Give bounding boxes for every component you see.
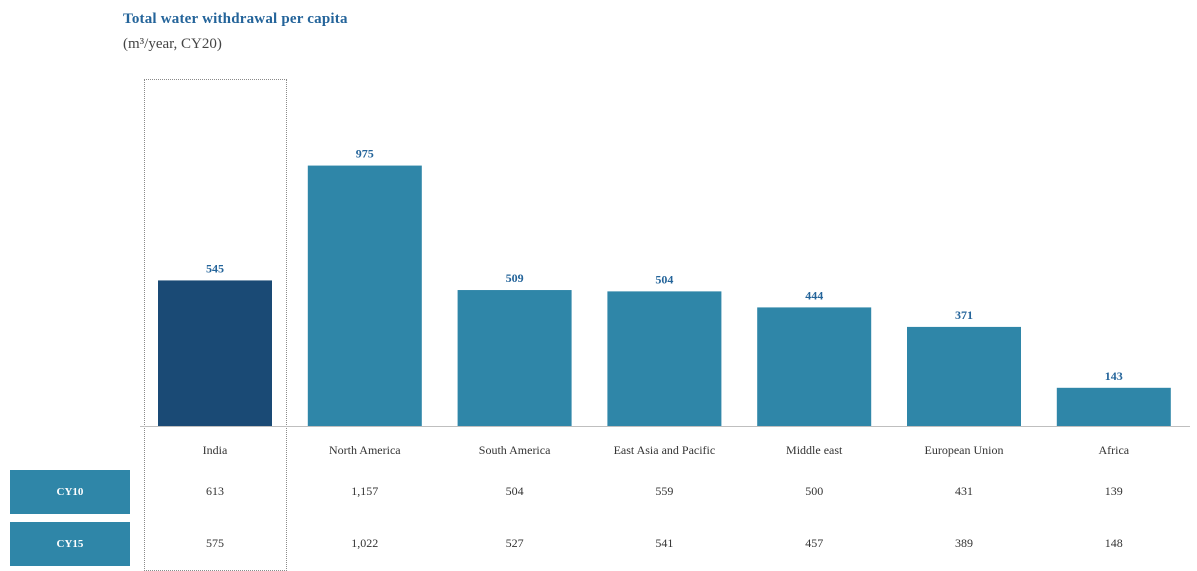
data-label-1: 975 bbox=[356, 147, 374, 161]
bar-chart: 545 India 975 North America 509 South America… bbox=[140, 147, 1190, 457]
category-label-0: India bbox=[203, 443, 228, 457]
table-cell: 389 bbox=[955, 536, 973, 550]
category-label-3: East Asia and Pacific bbox=[614, 443, 716, 457]
table-cell: 575 bbox=[206, 536, 224, 550]
data-label-5: 371 bbox=[955, 308, 973, 322]
bar-3 bbox=[607, 291, 722, 426]
category-label-6: Africa bbox=[1098, 443, 1129, 457]
data-label-6: 143 bbox=[1105, 369, 1123, 383]
bar-0 bbox=[158, 280, 272, 426]
table-cell: 613 bbox=[206, 484, 224, 498]
table-cell: 1,157 bbox=[351, 484, 379, 498]
bar-2 bbox=[457, 290, 572, 426]
chart-title: Total water withdrawal per capita bbox=[123, 11, 348, 27]
table-cell: 139 bbox=[1104, 484, 1123, 498]
table-cell: 504 bbox=[505, 484, 524, 498]
data-label-3: 504 bbox=[655, 272, 673, 286]
data-label-0: 545 bbox=[206, 261, 224, 275]
category-label-4: Middle east bbox=[786, 443, 843, 457]
bar-6 bbox=[1056, 387, 1171, 426]
chart-subtitle: (m³/year, CY20) bbox=[123, 36, 222, 52]
data-label-2: 509 bbox=[506, 271, 524, 285]
table-cell: 457 bbox=[805, 536, 824, 550]
bar-1 bbox=[307, 165, 422, 426]
table-cell: 148 bbox=[1104, 536, 1123, 550]
table-cell: 500 bbox=[805, 484, 824, 498]
category-label-2: South America bbox=[479, 443, 551, 457]
category-label-5: European Union bbox=[925, 443, 1004, 457]
bar-4 bbox=[757, 307, 872, 426]
table-cell: 1,022 bbox=[351, 536, 379, 550]
table-cell: 527 bbox=[505, 536, 524, 550]
data-label-4: 444 bbox=[805, 288, 823, 302]
category-label-1: North America bbox=[329, 443, 401, 457]
bar-5 bbox=[907, 326, 1021, 426]
row-header-cy10: CY10 bbox=[10, 470, 130, 514]
table-cell: 559 bbox=[655, 484, 674, 498]
table-cell: 431 bbox=[955, 484, 973, 498]
table-cell: 541 bbox=[655, 536, 674, 550]
row-header-cy15: CY15 bbox=[10, 522, 130, 566]
